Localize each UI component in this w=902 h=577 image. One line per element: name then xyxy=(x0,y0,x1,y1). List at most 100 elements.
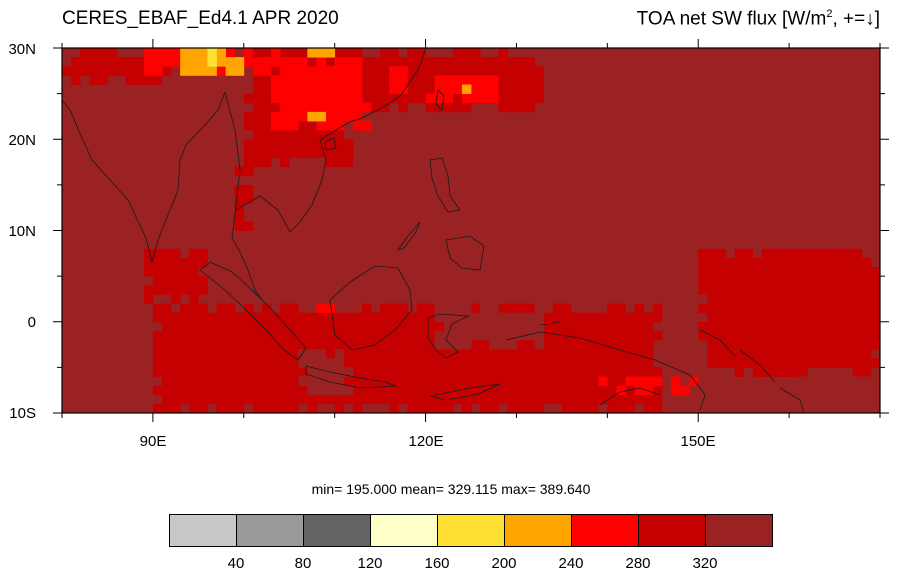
map-cell xyxy=(634,385,645,396)
map-cell xyxy=(334,340,345,350)
map-cell xyxy=(825,267,835,277)
map-cell xyxy=(770,257,781,268)
map-cell xyxy=(552,376,563,387)
map-cell xyxy=(216,403,226,414)
map-cell xyxy=(307,367,317,377)
map-cell xyxy=(243,166,254,177)
map-cell xyxy=(316,111,326,122)
map-cell xyxy=(98,75,108,85)
map-cell xyxy=(161,403,172,414)
map-cell xyxy=(825,285,835,295)
map-cell xyxy=(652,303,663,314)
map-cell xyxy=(443,340,454,350)
map-cell xyxy=(452,303,463,314)
map-cell xyxy=(498,93,508,104)
map-cell xyxy=(634,321,645,332)
map-cell xyxy=(125,57,136,67)
map-cell xyxy=(207,367,217,377)
map-cell xyxy=(161,303,172,314)
map-cell xyxy=(361,376,372,387)
map-cell xyxy=(189,349,199,359)
map-cell xyxy=(380,93,390,104)
map-cell xyxy=(725,358,735,368)
map-cell xyxy=(707,276,717,286)
map-cell xyxy=(425,303,436,314)
map-cell xyxy=(107,403,117,414)
map-cell xyxy=(789,367,799,377)
map-cell xyxy=(389,385,399,396)
map-cell xyxy=(634,376,645,387)
map-cell xyxy=(234,184,245,195)
map-cell xyxy=(371,358,381,368)
map-cell xyxy=(570,358,581,368)
map-cell xyxy=(434,394,445,405)
map-cell xyxy=(298,321,308,332)
map-cell xyxy=(334,385,345,396)
map-cell xyxy=(152,257,163,268)
map-cell xyxy=(716,276,726,286)
map-cell xyxy=(534,385,545,396)
map-cell xyxy=(352,312,363,323)
map-cell xyxy=(789,312,799,323)
map-cell xyxy=(398,367,408,377)
map-cell xyxy=(516,303,526,314)
map-cell xyxy=(825,394,835,405)
map-cell xyxy=(389,403,399,414)
map-cell xyxy=(834,321,845,332)
map-cell xyxy=(598,349,608,359)
map-cell xyxy=(816,303,826,314)
map-cell xyxy=(852,312,863,323)
map-cell xyxy=(261,66,272,76)
map-cell xyxy=(789,285,799,295)
map-cell xyxy=(752,340,763,350)
map-cell xyxy=(516,349,526,359)
map-cell xyxy=(534,84,545,95)
map-cell xyxy=(598,385,608,396)
map-cell xyxy=(171,48,181,58)
map-cell xyxy=(480,66,490,76)
map-cell xyxy=(198,376,208,387)
map-cell xyxy=(243,303,254,314)
map-cell xyxy=(216,57,226,67)
map-cell xyxy=(443,57,454,67)
map-cell xyxy=(280,66,290,76)
map-cell xyxy=(89,57,99,67)
map-cell xyxy=(407,75,417,85)
map-cell xyxy=(298,376,308,387)
map-cell xyxy=(416,349,426,359)
map-cell xyxy=(489,84,499,95)
map-cell xyxy=(480,312,490,323)
map-cell xyxy=(371,57,381,67)
map-cell xyxy=(261,139,272,149)
map-cell xyxy=(280,312,290,323)
map-cell xyxy=(371,321,381,332)
map-cell xyxy=(652,367,663,377)
map-cell xyxy=(734,340,745,350)
map-cell xyxy=(452,57,463,67)
map-cell xyxy=(71,394,81,405)
map-cell xyxy=(525,340,536,350)
map-cell xyxy=(189,48,199,58)
map-cell xyxy=(834,340,845,350)
map-cell xyxy=(625,330,635,341)
map-cell xyxy=(471,93,481,104)
map-cell xyxy=(789,257,799,268)
map-cell xyxy=(161,340,172,350)
map-cell xyxy=(852,294,863,304)
map-cell xyxy=(761,267,772,277)
map-cell xyxy=(798,303,808,314)
map-cell xyxy=(343,57,354,67)
map-cell xyxy=(180,376,190,387)
map-cell xyxy=(171,367,181,377)
map-cell xyxy=(452,321,463,332)
map-cell xyxy=(207,312,217,323)
map-cell xyxy=(770,321,781,332)
map-cell xyxy=(62,376,72,387)
map-cell xyxy=(325,358,336,368)
map-cell xyxy=(307,111,317,122)
map-cell xyxy=(807,294,817,304)
map-cell xyxy=(434,66,445,76)
map-cell xyxy=(516,57,526,67)
map-cell xyxy=(789,303,799,314)
map-cell xyxy=(280,367,290,377)
